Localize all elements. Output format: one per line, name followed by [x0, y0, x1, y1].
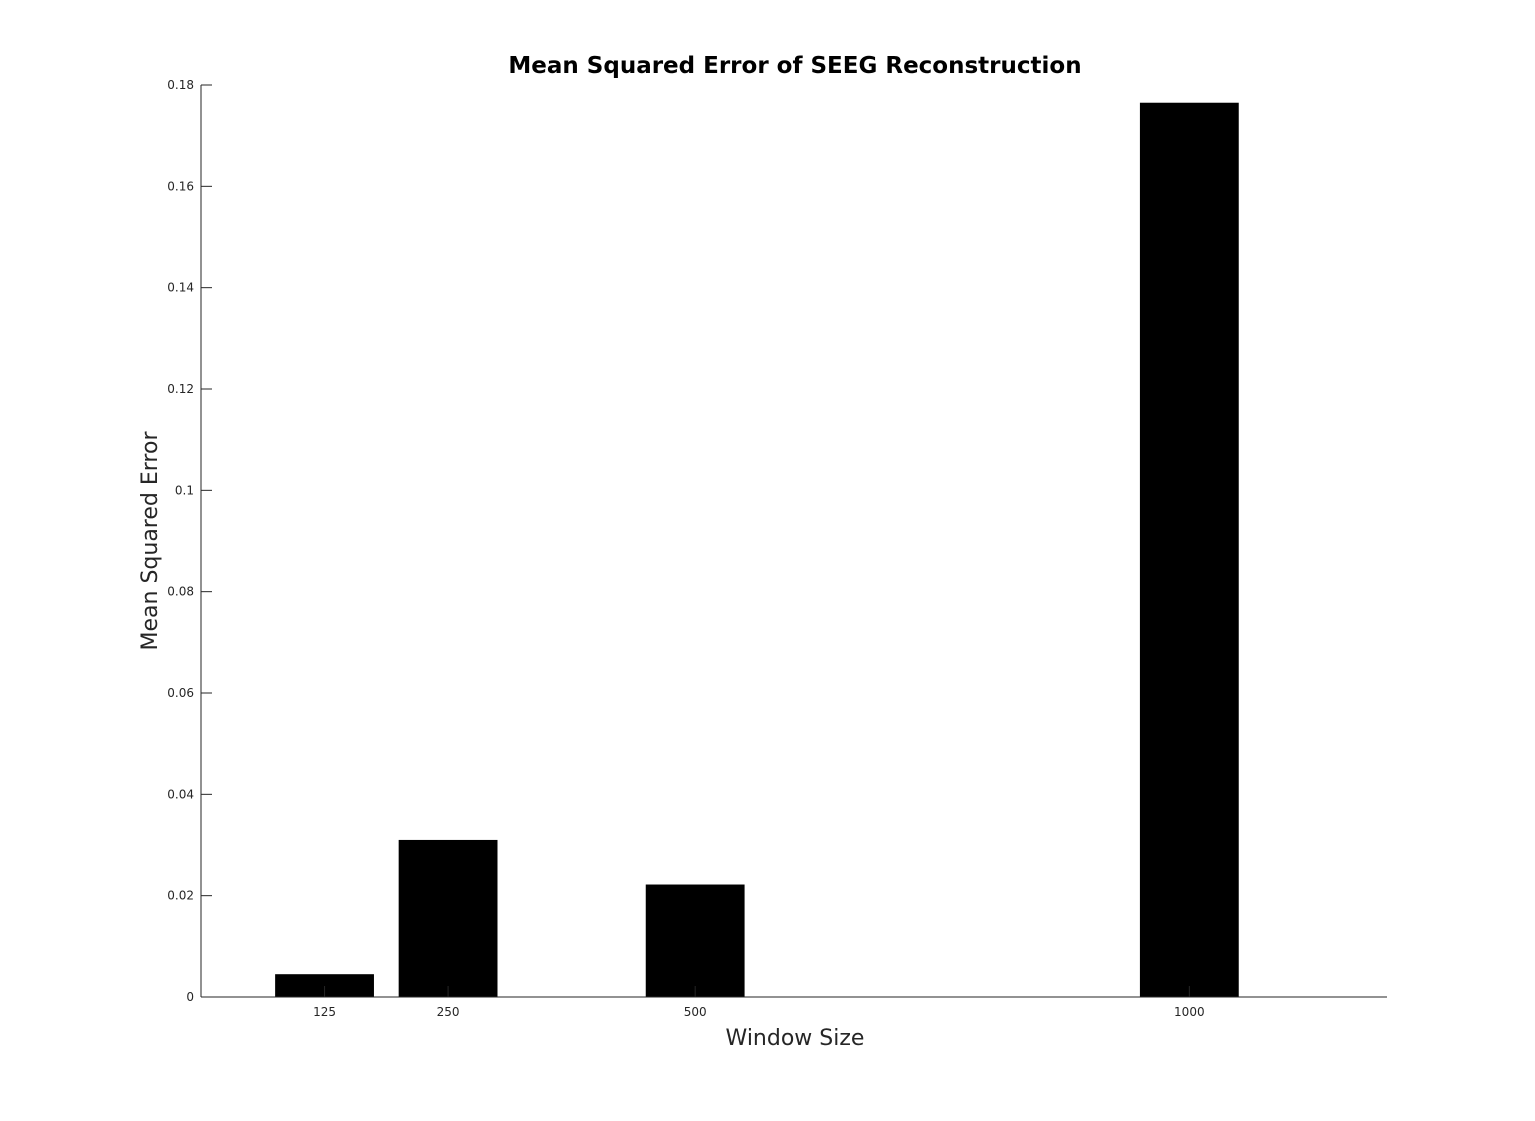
y-tick-label: 0.16 [167, 179, 194, 193]
y-tick-label: 0.06 [167, 686, 194, 700]
x-tick-label: 1000 [1174, 1005, 1205, 1019]
y-tick-label: 0.12 [167, 382, 194, 396]
x-tick-label: 250 [437, 1005, 460, 1019]
y-tick-label: 0.1 [175, 483, 194, 497]
bar-500 [645, 884, 745, 997]
bars-layer [275, 102, 1239, 997]
y-tick-label: 0.04 [167, 787, 194, 801]
y-tick-label: 0 [186, 990, 194, 1004]
y-tick-label: 0.02 [167, 889, 194, 903]
chart-title: Mean Squared Error of SEEG Reconstructio… [508, 53, 1081, 79]
bar-1000 [1139, 102, 1239, 997]
y-tick-label: 0.14 [167, 281, 194, 295]
x-tick-label: 125 [313, 1005, 336, 1019]
bar-250 [398, 839, 498, 997]
y-tick-label: 0.08 [167, 585, 194, 599]
bar-125 [275, 974, 374, 997]
y-tick-label: 0.18 [167, 78, 194, 92]
x-tick-label: 500 [684, 1005, 707, 1019]
y-axis-label: Mean Squared Error [138, 431, 163, 651]
axes-layer: 0 0.02 0.04 0.06 0.08 0.1 0.12 0.14 0.16 0.18 125 2… [167, 78, 1387, 1019]
x-axis-label: Window Size [726, 1026, 865, 1051]
